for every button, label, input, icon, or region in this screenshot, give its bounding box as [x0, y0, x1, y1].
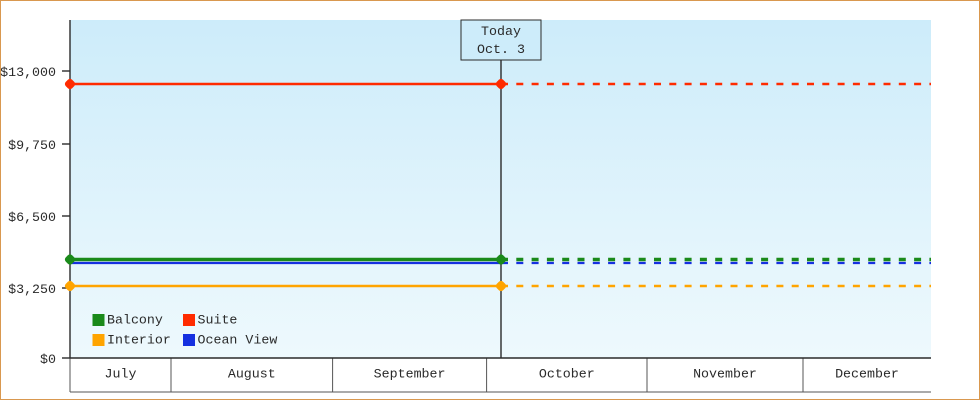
svg-text:September: September [374, 367, 446, 382]
svg-text:July: July [105, 367, 137, 382]
svg-text:November: November [693, 367, 757, 382]
svg-text:Suite: Suite [198, 313, 238, 328]
svg-text:$0: $0 [40, 352, 56, 367]
svg-text:Ocean View: Ocean View [198, 333, 278, 348]
svg-text:October: October [539, 367, 595, 382]
svg-text:$9,750: $9,750 [8, 138, 56, 153]
svg-text:$13,000: $13,000 [0, 65, 56, 80]
svg-text:Balcony: Balcony [107, 313, 163, 328]
svg-text:Oct. 3: Oct. 3 [477, 42, 525, 57]
svg-text:December: December [835, 367, 899, 382]
svg-text:$6,500: $6,500 [8, 210, 56, 225]
svg-text:August: August [228, 367, 276, 382]
svg-text:$3,250: $3,250 [8, 282, 56, 297]
svg-text:Interior: Interior [107, 333, 171, 348]
svg-text:Today: Today [481, 24, 521, 39]
